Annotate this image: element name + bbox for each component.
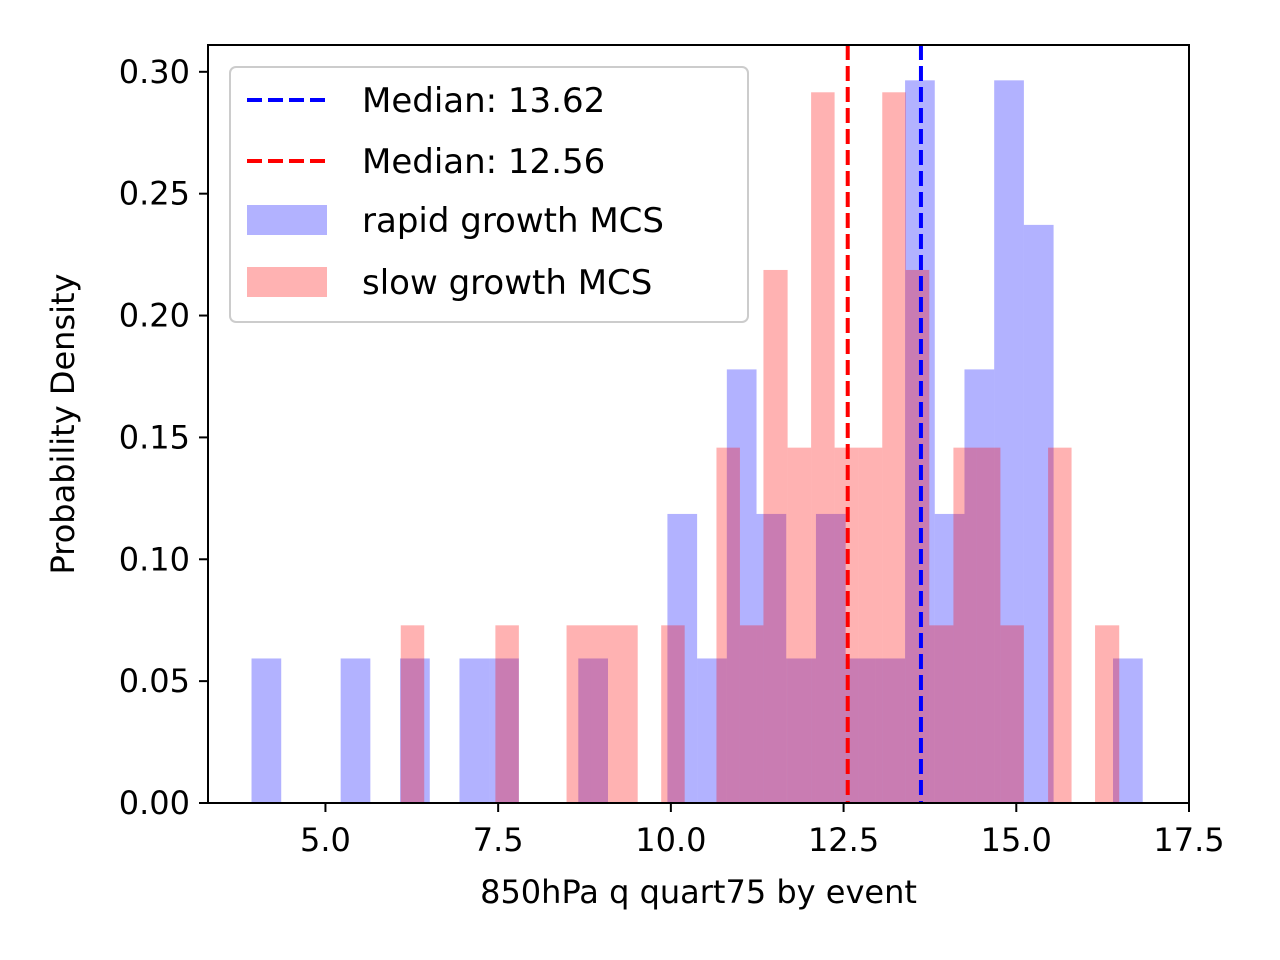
slow-growth-mcs-bar-16	[953, 447, 977, 803]
x-tick-label: 12.5	[808, 821, 879, 859]
slow-growth-mcs-bar-3	[590, 625, 614, 803]
rapid-growth-mcs-bar-13	[875, 658, 906, 803]
x-axis-label: 850hPa q quart75 by event	[480, 873, 917, 911]
rapid-growth-mcs-bar-6	[667, 513, 698, 803]
rapid-growth-mcs-bar-17	[994, 80, 1024, 804]
legend-patch-swatch	[247, 267, 327, 297]
rapid-growth-mcs-bar-7	[697, 658, 727, 803]
y-tick-label: 0.00	[119, 784, 190, 822]
slow-growth-mcs-bar-18	[1000, 625, 1024, 803]
rapid-growth-mcs-bar-10	[786, 658, 816, 803]
slow-growth-mcs-bar-8	[763, 269, 788, 803]
slow-growth-mcs-bar-6	[716, 447, 740, 803]
y-axis-label: Probability Density	[44, 274, 82, 575]
y-tick-label: 0.25	[119, 175, 190, 213]
rapid-growth-mcs-bar-11	[815, 513, 846, 803]
legend-label: rapid growth MCS	[362, 201, 664, 241]
slow-growth-mcs-bar-12	[858, 447, 883, 803]
median-lines	[845, 45, 923, 803]
y-tick-label: 0.30	[119, 53, 190, 91]
rapid-growth-mcs-bar-8	[726, 369, 757, 803]
slow-growth-mcs-bar-13	[882, 92, 906, 804]
rapid-growth-mcs-bar-4	[489, 658, 519, 803]
rapid-growth-mcs-bar-0	[251, 658, 282, 803]
rapid-growth-mcs-bar-12	[845, 658, 876, 803]
slow-growth-mcs-bar-20	[1095, 625, 1120, 803]
plot-frame	[207, 44, 1190, 804]
rapid-growth-mcs-bar-19	[1113, 658, 1143, 803]
x-tick-label: 15.0	[981, 821, 1052, 859]
rapid-growth-mcs-bar-2	[400, 658, 430, 803]
rapid-growth-mcs-bar-1	[340, 658, 371, 803]
slow-growth-mcs-bar-4	[613, 625, 638, 803]
legend-label: slow growth MCS	[362, 263, 652, 303]
y-tick-label: 0.15	[119, 418, 190, 456]
rapid-growth-mcs-bar-5	[578, 658, 608, 803]
legend-box	[229, 66, 749, 323]
slow-growth-mcs-bar-17	[976, 447, 1001, 803]
y-tick-label: 0.05	[119, 662, 190, 700]
rapid-growth-mcs-bar-3	[459, 658, 490, 803]
legend: Median: 13.62 Median: 12.56 rapid growth M…	[229, 66, 749, 323]
x-tick-label: 10.0	[635, 821, 706, 859]
x-tick-label: 5.0	[300, 821, 351, 859]
slow-growth-mcs-bar-0	[400, 625, 425, 803]
y-tick-label: 0.20	[119, 297, 190, 335]
slow-growth-mcs-bar-14	[905, 269, 930, 803]
rapid-growth-mcs-bar-9	[756, 513, 787, 803]
legend-label: Median: 12.56	[362, 142, 605, 182]
x-tick-label: 7.5	[473, 821, 524, 859]
x-tick-label: 17.5	[1153, 821, 1224, 859]
y-axis: 0.00 0.05 0.10 0.15 0.20 0.25 0.30	[119, 53, 208, 822]
slow-growth-mcs-bar-10	[811, 92, 835, 804]
x-axis: 5.0 7.5 10.0 12.5 15.0 17.5	[300, 803, 1225, 859]
rapid-growth-mcs-bar-18	[1023, 224, 1054, 803]
y-tick-label: 0.10	[119, 540, 190, 578]
slow-growth-mcs-bar-15	[929, 625, 954, 803]
slow-growth-mcs-bar-5	[661, 625, 685, 803]
rapid-growth-mcs-bar-16	[964, 369, 995, 803]
histogram-bars	[251, 80, 1143, 804]
slow-growth-mcs-bar-19	[1048, 447, 1072, 803]
slow-growth-mcs-bar-9	[787, 447, 812, 803]
rapid-growth-mcs-bar-15	[934, 513, 965, 803]
slow-growth-mcs-bar-7	[739, 625, 764, 803]
legend-label: Median: 13.62	[362, 81, 605, 121]
slow-growth-mcs-bar-1	[495, 625, 519, 803]
slow-growth-mcs-bar-2	[566, 625, 591, 803]
legend-patch-swatch	[247, 205, 327, 235]
